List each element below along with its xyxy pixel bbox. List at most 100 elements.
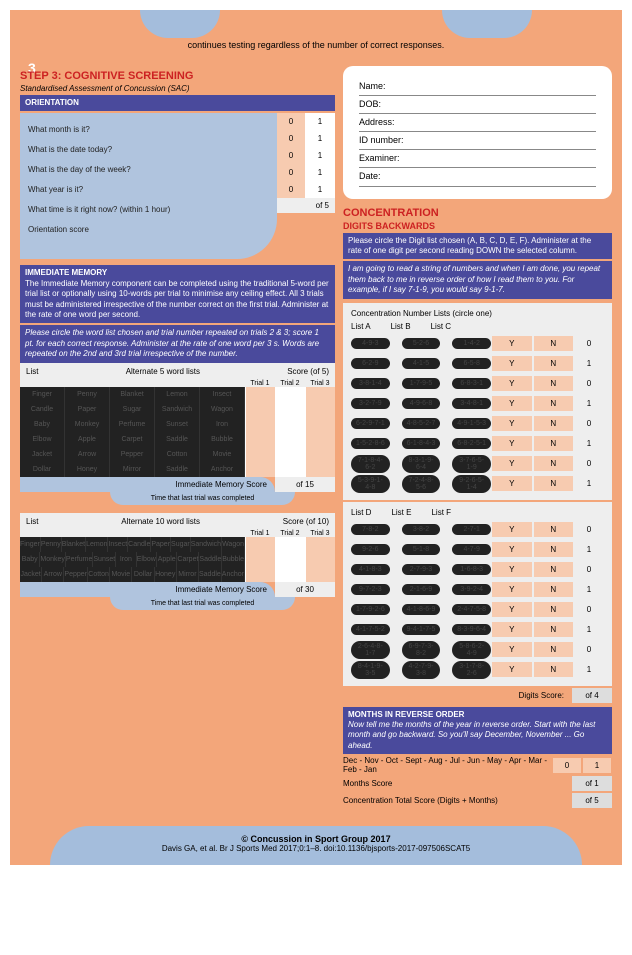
digit-seq[interactable]: 4-2-7-9-3-8 [402,661,441,679]
digit-seq[interactable]: 4-1-5 [402,358,441,369]
yn-opt[interactable]: N [534,542,574,557]
word-cell[interactable]: Bubble [222,552,245,567]
word-cell[interactable]: Saddle [199,567,222,582]
score-cell[interactable] [305,567,335,582]
word-cell[interactable]: Insect [200,387,245,402]
digit-seq[interactable]: 1-6-8-3 [452,564,491,575]
digit-seq[interactable]: 8-3-1-9-6-4 [402,455,441,473]
score-cell[interactable] [305,447,335,462]
score-cell[interactable] [305,552,335,567]
word-cell[interactable]: Sunset [155,417,200,432]
score-cell[interactable] [245,432,275,447]
digit-seq[interactable]: 1-7-9-2-6 [351,604,390,615]
yn-opt[interactable]: N [534,522,574,537]
digit-seq[interactable]: 3-7-6-5-1-9 [452,455,491,473]
yn-opt[interactable]: Y [492,456,532,471]
yn-opt[interactable]: Y [492,562,532,577]
word-cell[interactable]: Iron [200,417,245,432]
word-cell[interactable]: Anchor [222,567,245,582]
word-cell[interactable]: Wagon [200,402,245,417]
yn-opt[interactable]: N [534,356,574,371]
digit-seq[interactable]: 1-4-2 [452,338,491,349]
word-cell[interactable]: Elbow [137,552,157,567]
digit-seq[interactable]: 3-1-7-8-2-6 [452,661,491,679]
yn-opt[interactable]: N [534,602,574,617]
score-cell[interactable] [275,567,305,582]
word-cell[interactable]: Cotton [88,567,110,582]
score-opt[interactable]: 1 [306,181,335,198]
score-cell[interactable] [245,417,275,432]
score-cell[interactable] [305,387,335,402]
yn-opt[interactable]: Y [492,356,532,371]
word-cell[interactable]: Pepper [110,447,155,462]
word-cell[interactable]: Finger [20,537,41,552]
score-cell[interactable] [305,417,335,432]
score-cell[interactable] [245,537,275,552]
digit-seq[interactable]: 7-2-4-8-5-6 [402,475,441,493]
word-cell[interactable]: Sugar [171,537,191,552]
yn-opt[interactable]: Y [492,476,532,491]
months-0[interactable]: 0 [553,758,581,773]
score-opt[interactable]: 0 [277,147,306,164]
digit-seq[interactable]: 7-8-2 [351,524,390,535]
score-cell[interactable] [275,537,305,552]
digit-seq[interactable]: 2-1-6-9 [402,584,441,595]
word-cell[interactable]: Carpet [177,552,199,567]
yn-opt[interactable]: Y [492,642,532,657]
digit-seq[interactable]: 5-8-6-2-4-9 [452,641,491,659]
word-cell[interactable]: Honey [155,567,177,582]
yn-opt[interactable]: N [534,642,574,657]
word-cell[interactable]: Sugar [110,402,155,417]
digit-seq[interactable]: 3-8-1-4 [351,378,390,389]
digit-seq[interactable]: 9-2-6 [351,544,390,555]
score-cell[interactable] [275,387,305,402]
months-1[interactable]: 1 [583,758,611,773]
word-cell[interactable]: Dollar [20,462,65,477]
digit-seq[interactable]: 2-6-4-8-1-7 [351,641,390,659]
word-cell[interactable]: Movie [200,447,245,462]
word-cell[interactable]: Finger [20,387,65,402]
word-cell[interactable]: Apple [65,432,110,447]
yn-opt[interactable]: Y [492,336,532,351]
word-cell[interactable]: Anchor [200,462,245,477]
digit-seq[interactable]: 8-4-1-9-3-5 [351,661,390,679]
yn-opt[interactable]: N [534,662,574,677]
digit-seq[interactable]: 4-1-7-5-2 [351,624,390,635]
word-cell[interactable]: Insect [108,537,128,552]
digit-seq[interactable]: 7-1-8-4-6-2 [351,455,390,473]
yn-opt[interactable]: N [534,416,574,431]
score-cell[interactable] [305,432,335,447]
list-b[interactable]: List B [391,322,411,331]
word-cell[interactable]: Arrow [42,567,64,582]
word-cell[interactable]: Paper [151,537,171,552]
score-cell[interactable] [245,447,275,462]
word-cell[interactable]: Iron [116,552,136,567]
word-cell[interactable]: Saddle [199,552,222,567]
word-cell[interactable]: Bubble [200,432,245,447]
score-cell[interactable] [275,432,305,447]
word-cell[interactable]: Cotton [155,447,200,462]
score-cell[interactable] [305,537,335,552]
word-cell[interactable]: Mirror [177,567,199,582]
score-cell[interactable] [275,552,305,567]
word-cell[interactable]: Movie [110,567,132,582]
word-cell[interactable]: Wagon [222,537,245,552]
yn-opt[interactable]: Y [492,416,532,431]
digit-seq[interactable]: 5-1-8 [402,544,441,555]
yn-opt[interactable]: Y [492,602,532,617]
word-cell[interactable]: Jacket [20,567,42,582]
digit-seq[interactable]: 9-4-1-7-5 [402,624,441,635]
word-cell[interactable]: Honey [65,462,110,477]
word-cell[interactable]: Monkey [40,552,66,567]
score-cell[interactable] [275,462,305,477]
word-cell[interactable]: Apple [157,552,177,567]
digit-seq[interactable]: 6-5-8 [452,358,491,369]
digit-seq[interactable]: 6-8-2-5-1 [452,438,491,449]
digit-seq[interactable]: 4-7-9 [452,544,491,555]
yn-opt[interactable]: N [534,582,574,597]
digit-seq[interactable]: 2-7-1 [452,524,491,535]
word-cell[interactable]: Perfume [110,417,155,432]
score-cell[interactable] [275,447,305,462]
score-cell[interactable] [245,387,275,402]
score-opt[interactable]: 0 [277,130,306,147]
